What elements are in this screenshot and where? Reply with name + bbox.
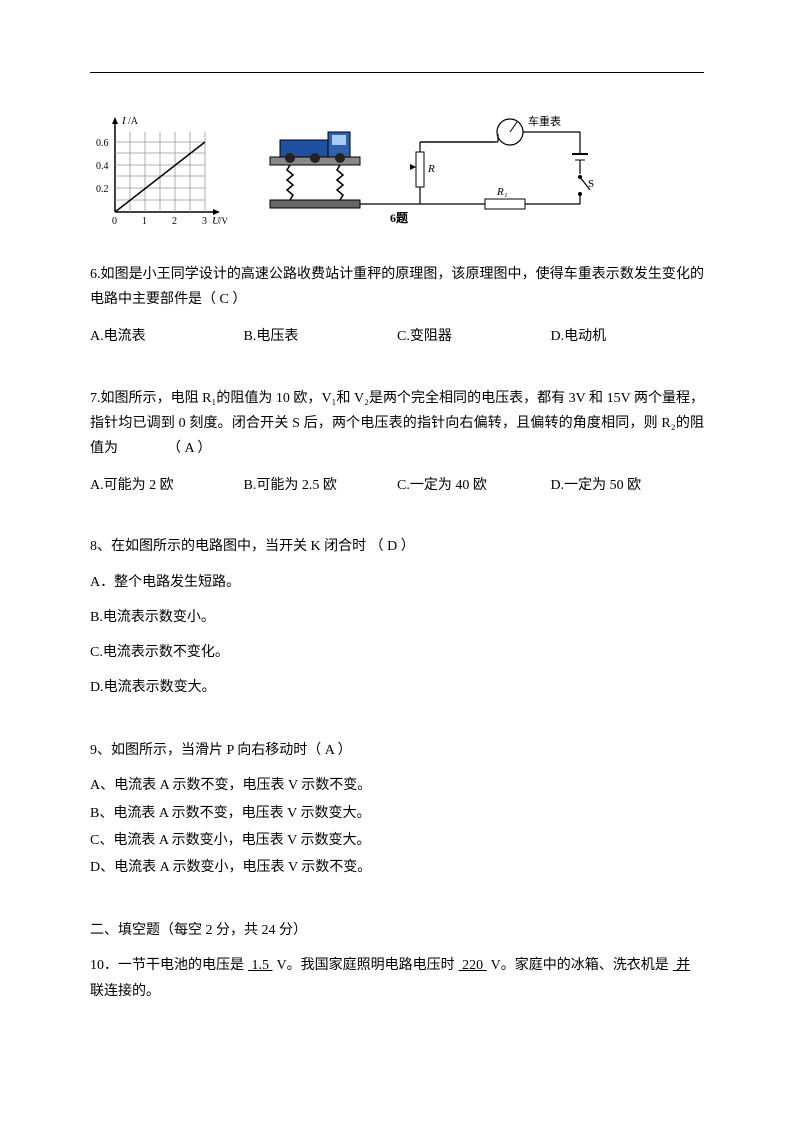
q8-text: 8、在如图所示的电路图中，当开关 K 闭合时 （ D ） xyxy=(90,534,704,559)
q6-opt-b: B.电压表 xyxy=(244,324,398,349)
figure-label: 6题 xyxy=(390,208,408,230)
circuit-diagram: R 车重表 S R₁ xyxy=(260,112,610,232)
svg-text:0: 0 xyxy=(112,216,117,227)
q8-opt-b: B.电流表示数变小。 xyxy=(90,605,704,630)
q10-p3: V。家庭中的冰箱、洗衣机是 xyxy=(491,958,669,973)
svg-text:0.6: 0.6 xyxy=(96,138,109,149)
svg-text:R: R xyxy=(427,163,435,175)
iv-graph: I /A 0.6 0.4 0.2 0 1 2 3 U /V xyxy=(90,112,230,232)
svg-text:2: 2 xyxy=(172,216,177,227)
q7-opt-a: A.可能为 2 欧 xyxy=(90,473,244,498)
figures-container: I /A 0.6 0.4 0.2 0 1 2 3 U /V xyxy=(90,102,704,232)
q9-opt-d: D、电流表 A 示数变小，电压表 V 示数不变。 xyxy=(90,855,704,880)
q7-opt-c: C.一定为 40 欧 xyxy=(397,473,551,498)
q8-opt-c: C.电流表示数不变化。 xyxy=(90,640,704,665)
q8-opt-a: A．整个电路发生短路。 xyxy=(90,570,704,595)
section2-title: 二、填空题（每空 2 分，共 24 分） xyxy=(90,918,704,943)
svg-text:车重表: 车重表 xyxy=(528,114,561,128)
svg-text:/A: /A xyxy=(128,116,139,127)
q7-text: 7.如图所示，电阻 R₁的阻值为 10 欧，V₁和 V₂是两个完全相同的电压表，… xyxy=(90,386,704,462)
q10-p4: 联连接的。 xyxy=(90,984,160,999)
q10: 10．一节干电池的电压是 1.5 V。我国家庭照明电路电压时 220 V。家庭中… xyxy=(90,953,704,1003)
svg-text:0.2: 0.2 xyxy=(96,184,109,195)
svg-text:I: I xyxy=(121,115,127,127)
q7-opt-d: D.一定为 50 欧 xyxy=(551,473,705,498)
q6-opt-c: C.变阻器 xyxy=(397,324,551,349)
q10-p2: V。我国家庭照明电路电压时 xyxy=(277,958,455,973)
q6-text: 6.如图是小王同学设计的高速公路收费站计重秤的原理图，该原理图中，使得车重表示数… xyxy=(90,262,704,312)
svg-text:0.4: 0.4 xyxy=(96,161,109,172)
svg-text:R₁: R₁ xyxy=(496,186,508,198)
svg-text:S: S xyxy=(588,178,594,190)
q9-opt-c: C、电流表 A 示数变小，电压表 V 示数变大。 xyxy=(90,828,704,853)
q9-opt-b: B、电流表 A 示数不变，电压表 V 示数变大。 xyxy=(90,801,704,826)
q6-opt-a: A.电流表 xyxy=(90,324,244,349)
q9-opt-a: A、电流表 A 示数不变，电压表 V 示数不变。 xyxy=(90,773,704,798)
q8-opt-d: D.电流表示数变大。 xyxy=(90,675,704,700)
q10-p1: 10．一节干电池的电压是 xyxy=(90,958,244,973)
svg-text:1: 1 xyxy=(142,216,147,227)
svg-text:/V: /V xyxy=(219,216,229,226)
q10-ans3: 并 xyxy=(669,958,695,973)
header-rule xyxy=(90,72,704,73)
q9-text: 9、如图所示，当滑片 P 向右移动时（ A ） xyxy=(90,738,704,763)
svg-text:3: 3 xyxy=(202,216,207,227)
q10-ans1: 1.5 xyxy=(244,958,277,973)
q7-opt-b: B.可能为 2.5 欧 xyxy=(244,473,398,498)
q6-options: A.电流表 B.电压表 C.变阻器 D.电动机 xyxy=(90,324,704,349)
q6-opt-d: D.电动机 xyxy=(551,324,705,349)
q10-ans2: 220 xyxy=(455,958,491,973)
q7-options: A.可能为 2 欧 B.可能为 2.5 欧 C.一定为 40 欧 D.一定为 5… xyxy=(90,473,704,498)
